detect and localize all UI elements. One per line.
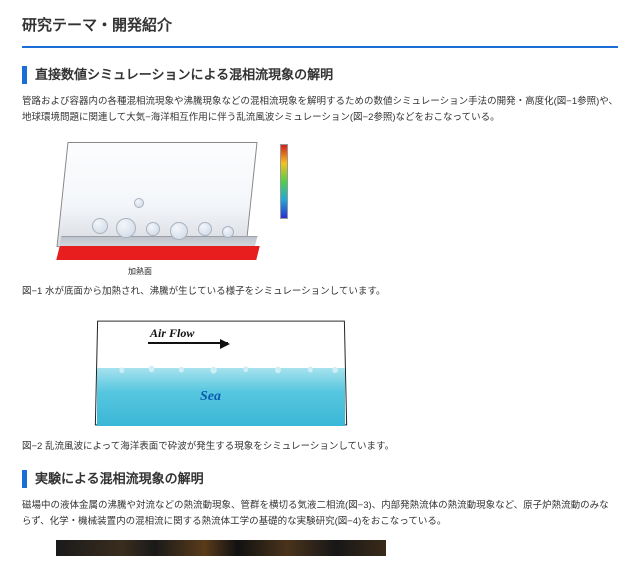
figure-3-strip [56, 540, 386, 556]
fig2-sea-label: Sea [200, 386, 221, 408]
section2-title: 実験による混相流現象の解明 [22, 470, 618, 488]
figure-1: 加熱面 [52, 136, 618, 276]
section2-body: 磁場中の液体金属の沸騰や対流などの熱流動現象、管群を横切る気液二相流(図−3)、… [22, 498, 618, 530]
fig2-wave-surface [97, 363, 345, 375]
figure-1-caption: 図−1 水が底面から加熱され、沸騰が生じている様子をシミュレーションしています。 [22, 284, 618, 299]
figure-2-caption: 図−2 乱流風波によって海洋表面で砕波が発生する現象をシミュレーションしています… [22, 439, 618, 454]
fig1-heat-label: 加熱面 [128, 266, 152, 279]
fig1-heated-base [56, 246, 259, 260]
section1-body: 管路および容器内の各種混相流現象や沸騰現象などの混相流現象を解明するための数値シ… [22, 94, 618, 126]
fig2-sea-region [97, 368, 345, 426]
page-title: 研究テーマ・開発紹介 [22, 14, 618, 48]
section1-title: 直接数値シミュレーションによる混相流現象の解明 [22, 66, 618, 84]
fig2-arrow-icon [148, 342, 228, 344]
fig1-colorbar [280, 144, 288, 219]
fig2-air-label: Air Flow [150, 324, 194, 343]
figure-2: Air Flow Sea [52, 316, 618, 431]
